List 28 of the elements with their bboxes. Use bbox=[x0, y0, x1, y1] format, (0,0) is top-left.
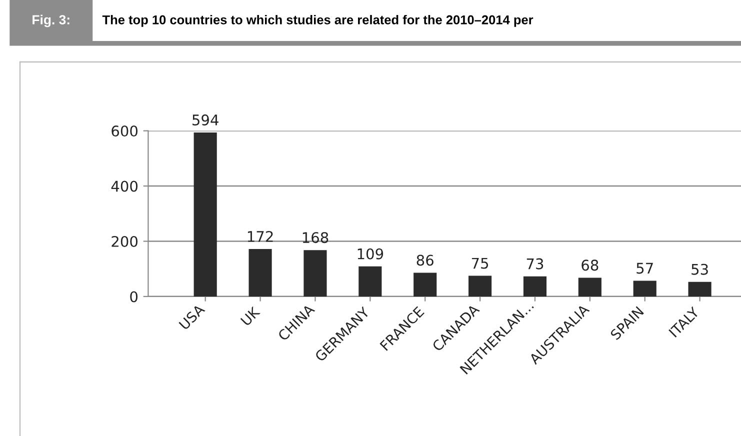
bar bbox=[523, 276, 547, 296]
bar bbox=[194, 132, 217, 296]
chart-subtitle: The top 10 countries to which studies are related for the 2010–2014 per bbox=[102, 14, 534, 27]
data-label: 168 bbox=[302, 232, 328, 244]
chart-title: Fig. 3: bbox=[32, 14, 70, 28]
bar bbox=[468, 276, 492, 296]
bar bbox=[578, 278, 602, 296]
bar bbox=[248, 248, 272, 296]
data-label: 172 bbox=[248, 230, 273, 242]
x-tick-label: UK bbox=[240, 306, 261, 326]
bar bbox=[688, 282, 712, 296]
x-tick-label: USA bbox=[178, 303, 206, 330]
data-label: 73 bbox=[526, 258, 544, 270]
data-label: 594 bbox=[192, 114, 218, 126]
y-tick-label: 600 bbox=[112, 126, 138, 137]
bar bbox=[358, 266, 382, 296]
bar bbox=[304, 250, 327, 296]
data-label: 75 bbox=[472, 258, 488, 269]
y-tick-label: 0 bbox=[130, 291, 138, 302]
data-label: 68 bbox=[582, 260, 598, 271]
y-tick-label: 400 bbox=[111, 180, 138, 192]
bar bbox=[414, 272, 437, 296]
data-label: 109 bbox=[358, 248, 384, 260]
bar bbox=[633, 280, 656, 296]
data-label: 57 bbox=[636, 262, 653, 274]
data-label: 86 bbox=[416, 254, 434, 266]
data-label: 53 bbox=[692, 264, 708, 275]
y-tick-label: 200 bbox=[112, 236, 138, 247]
